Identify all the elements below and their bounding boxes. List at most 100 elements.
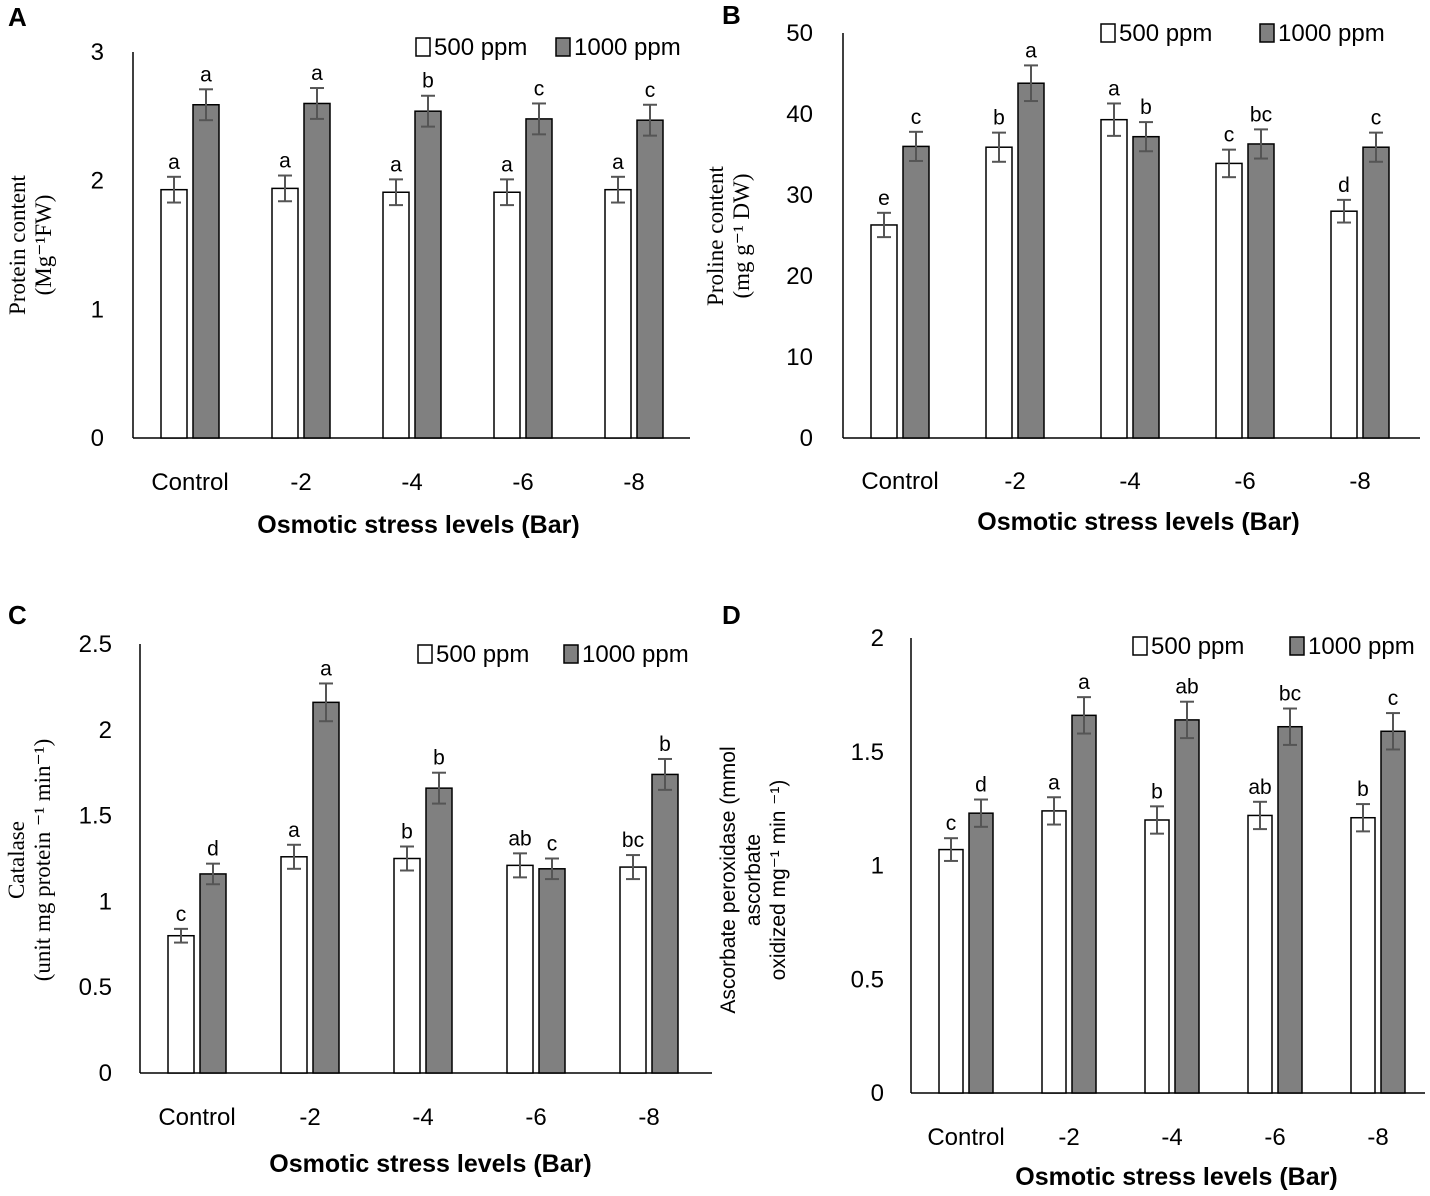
significance-letter: a <box>501 153 513 176</box>
significance-letter: b <box>1357 778 1369 801</box>
bar-1000ppm <box>303 102 331 439</box>
legend-swatch-1000ppm <box>1259 23 1275 43</box>
bar-1000ppm <box>1017 82 1045 439</box>
bar-1000ppm <box>1174 719 1200 1094</box>
significance-letter: c <box>1224 124 1235 147</box>
category-label: -2 <box>290 469 311 496</box>
bar-1000ppm <box>425 787 453 1074</box>
y-axis-title-line: Catalase <box>4 821 29 899</box>
bar-500ppm <box>493 191 521 439</box>
significance-letter: a <box>168 151 180 174</box>
category-label: -6 <box>525 1104 546 1131</box>
significance-letter: b <box>659 733 671 756</box>
legend-label: 500 ppm <box>434 34 527 61</box>
bar-500ppm <box>1041 810 1067 1094</box>
y-tick-label: 20 <box>786 263 813 290</box>
y-tick-label: 1.5 <box>79 803 112 830</box>
category-label: -4 <box>1119 468 1140 495</box>
bar-1000ppm <box>636 119 664 439</box>
y-tick-label: 0 <box>91 425 104 452</box>
bar-1000ppm <box>1362 146 1390 439</box>
bar-1000ppm <box>902 145 930 439</box>
legend-swatch-500ppm <box>415 37 431 57</box>
legend-swatch-1000ppm <box>555 37 571 57</box>
significance-letter: c <box>946 812 957 835</box>
x-axis-title: Osmotic stress levels (Bar) <box>977 508 1299 536</box>
y-tick-label: 0 <box>871 1080 884 1107</box>
significance-letter: d <box>1338 174 1350 197</box>
bar-500ppm <box>1330 210 1358 439</box>
bar-1000ppm <box>1247 143 1275 439</box>
panel-a: A 0 1 2 3 Protein content(Mg⁻¹FW) Osmotic stre… <box>5 2 690 539</box>
y-tick-label: 1 <box>871 853 884 880</box>
category-label: Control <box>151 469 228 496</box>
significance-letter: c <box>1388 687 1399 710</box>
y-axis-title-line: (mg g⁻¹ DW) <box>729 173 754 298</box>
bar-500ppm <box>619 866 647 1074</box>
category-label: -4 <box>401 469 422 496</box>
bar-1000ppm <box>192 104 220 439</box>
bar-1000ppm <box>1277 725 1303 1094</box>
bar-500ppm <box>1100 118 1128 439</box>
y-axis-title-line: ascorbate <box>742 834 765 926</box>
significance-letter: c <box>534 77 545 100</box>
significance-letter: a <box>1078 671 1090 694</box>
category-label: -8 <box>623 469 644 496</box>
significance-letter: c <box>1371 107 1382 130</box>
y-axis-title-line: Protein content <box>5 174 30 314</box>
bar-500ppm <box>393 857 421 1074</box>
y-tick-label: 0 <box>800 425 813 452</box>
bar-500ppm <box>1247 814 1273 1094</box>
significance-letter: b <box>422 70 434 93</box>
y-tick-label: 2 <box>99 717 112 744</box>
y-axis-title-line: (unit mg protein ⁻¹ min⁻¹) <box>30 739 55 982</box>
y-tick-label: 0.5 <box>79 974 112 1001</box>
significance-letter: a <box>288 819 300 842</box>
panel-letter: C <box>8 600 27 630</box>
significance-letter: b <box>1140 96 1152 119</box>
legend-swatch-500ppm <box>1100 23 1116 43</box>
bar-1000ppm <box>968 812 994 1094</box>
significance-letter: a <box>311 62 323 85</box>
significance-letter: b <box>401 820 413 843</box>
bar-1000ppm <box>1071 714 1097 1094</box>
significance-letter: c <box>176 903 187 926</box>
y-tick-label: 2 <box>91 168 104 195</box>
bar-500ppm <box>160 188 188 439</box>
significance-letter: bc <box>1250 103 1272 126</box>
y-tick-label: 1 <box>99 888 112 915</box>
y-tick-label: 50 <box>786 20 813 47</box>
y-tick-label: 40 <box>786 101 813 128</box>
bar-500ppm <box>1144 819 1170 1094</box>
bar-1000ppm <box>525 118 553 439</box>
legend-swatch-1000ppm <box>1289 636 1305 656</box>
significance-letter: bc <box>622 829 644 852</box>
significance-letter: a <box>279 150 291 173</box>
bar-500ppm <box>604 188 632 439</box>
legend-swatch-1000ppm <box>563 644 579 664</box>
significance-letter: a <box>390 153 402 176</box>
y-tick-label: 2 <box>871 625 884 652</box>
x-axis-title: Osmotic stress levels (Bar) <box>257 511 579 539</box>
bar-500ppm <box>1215 162 1243 439</box>
category-label: -6 <box>1234 468 1255 495</box>
legend-label: 500 ppm <box>1151 633 1244 660</box>
x-axis-title: Osmotic stress levels (Bar) <box>269 1150 591 1178</box>
significance-letter: ab <box>508 827 531 850</box>
legend-label: 1000 ppm <box>582 641 689 668</box>
significance-letter: ab <box>1248 776 1271 799</box>
significance-letter: a <box>1108 77 1120 100</box>
y-tick-label: 2.5 <box>79 631 112 658</box>
category-label: -8 <box>638 1104 659 1131</box>
y-axis-title: Protein content(Mg⁻¹FW) <box>5 174 56 314</box>
y-axis-title-line: (Mg⁻¹FW) <box>31 195 56 296</box>
significance-letter: bc <box>1279 683 1301 706</box>
category-label: -2 <box>1058 1124 1079 1151</box>
bar-500ppm <box>870 224 898 439</box>
bar-1000ppm <box>651 773 679 1074</box>
significance-letter: a <box>1048 771 1060 794</box>
y-axis-title: Proline content(mg g⁻¹ DW) <box>703 165 754 305</box>
legend: 500 ppm 1000 ppm <box>1132 633 1415 660</box>
significance-letter: b <box>993 107 1005 130</box>
